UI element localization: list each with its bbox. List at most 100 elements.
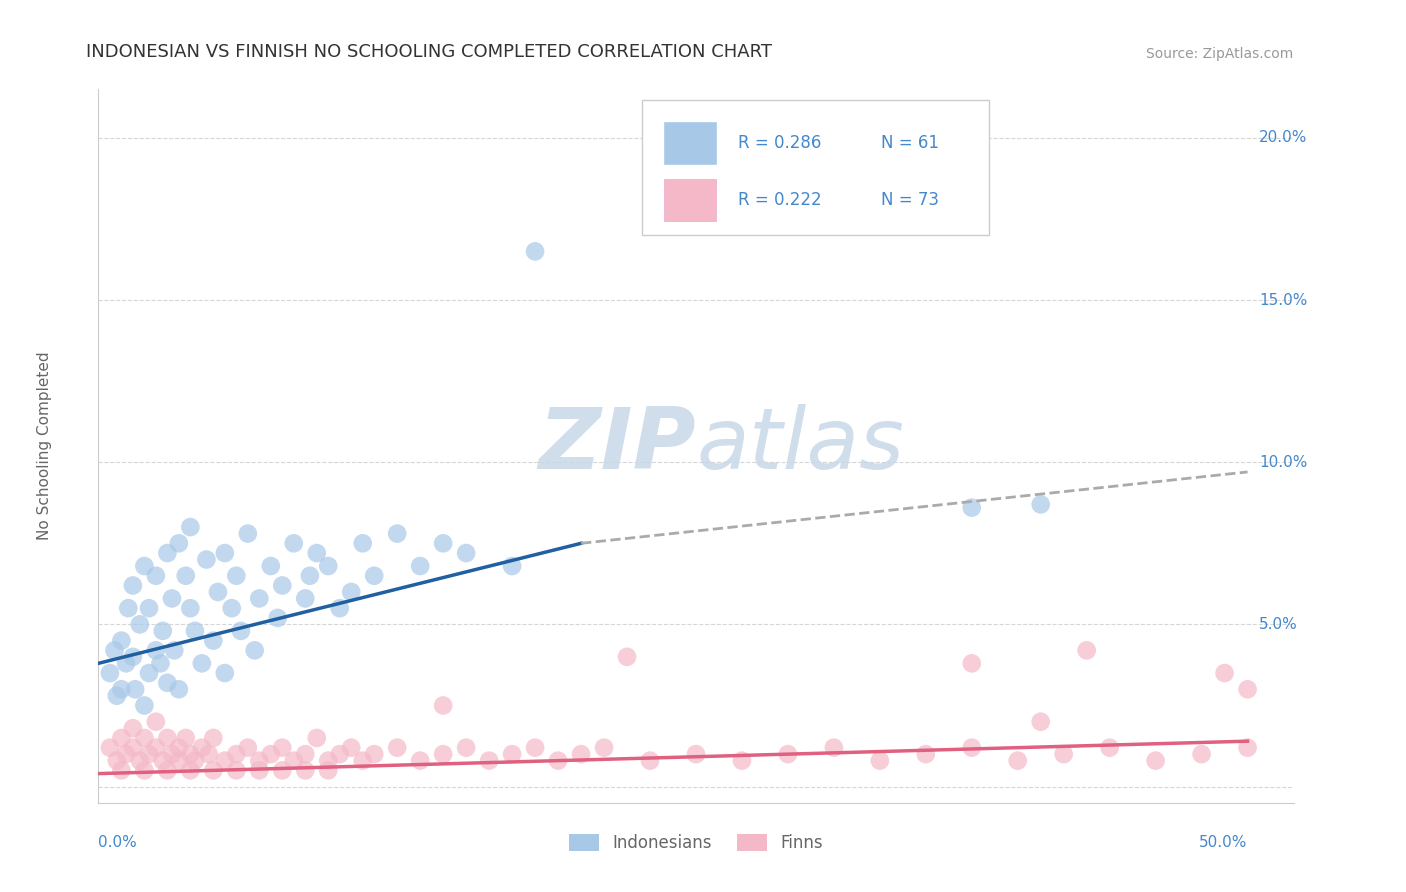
Point (271, 740, 294, 755)
Point (1007, 754, 1029, 768)
Point (156, 546, 179, 560)
Point (145, 643, 167, 657)
Point (823, 740, 845, 755)
Point (385, 740, 409, 755)
Point (456, 740, 478, 755)
Point (731, 754, 754, 768)
Point (197, 747, 219, 761)
Point (267, 611, 290, 625)
Point (138, 601, 160, 615)
Point (316, 764, 339, 778)
Point (960, 657, 983, 671)
Text: No Schooling Completed: No Schooling Completed (37, 351, 52, 541)
Point (134, 731, 156, 745)
Point (776, 747, 799, 761)
Point (329, 747, 352, 761)
Point (524, 244, 547, 259)
Point (174, 568, 197, 582)
Text: 15.0%: 15.0% (1258, 293, 1308, 308)
Point (117, 601, 139, 615)
Point (195, 552, 218, 566)
Text: INDONESIAN VS FINNISH NO SCHOOLING COMPLETED CORRELATION CHART: INDONESIAN VS FINNISH NO SCHOOLING COMPL… (87, 43, 772, 61)
Point (191, 657, 214, 671)
Point (214, 546, 236, 560)
Point (914, 747, 936, 761)
Point (179, 764, 201, 778)
Legend: Indonesians, Finns: Indonesians, Finns (562, 827, 830, 859)
Text: 5.0%: 5.0% (1258, 617, 1298, 632)
Point (152, 624, 174, 638)
Point (524, 740, 547, 755)
Point (105, 754, 128, 768)
Point (340, 585, 363, 599)
Point (1236, 740, 1258, 755)
Point (316, 559, 339, 574)
Point (305, 731, 328, 745)
Point (214, 754, 236, 768)
Point (138, 747, 160, 761)
Point (156, 675, 179, 690)
Point (124, 682, 146, 697)
Point (214, 666, 236, 681)
Point (1191, 747, 1213, 761)
Point (221, 601, 243, 615)
Point (184, 624, 207, 638)
Point (229, 624, 252, 638)
Point (409, 754, 432, 768)
Point (271, 764, 294, 778)
Point (225, 747, 247, 761)
Point (156, 764, 179, 778)
Point (202, 764, 225, 778)
Point (128, 617, 150, 632)
Point (547, 754, 569, 768)
Point (260, 747, 283, 761)
Point (432, 747, 454, 761)
Point (115, 657, 138, 671)
Point (202, 633, 225, 648)
Point (156, 731, 179, 745)
Point (271, 578, 294, 592)
Text: atlas: atlas (696, 404, 904, 488)
Point (122, 740, 145, 755)
Point (236, 740, 259, 755)
Point (283, 536, 305, 550)
Point (110, 633, 132, 648)
Point (294, 764, 316, 778)
Point (174, 731, 197, 745)
Point (167, 682, 190, 697)
Text: R = 0.286: R = 0.286 (738, 134, 821, 152)
Point (160, 591, 183, 606)
Point (247, 754, 270, 768)
Point (167, 740, 190, 755)
Point (1236, 682, 1258, 697)
Point (260, 559, 283, 574)
Point (616, 649, 638, 664)
Point (134, 764, 156, 778)
Point (352, 536, 374, 550)
Point (243, 643, 266, 657)
Point (283, 754, 305, 768)
Text: 20.0%: 20.0% (1258, 130, 1308, 145)
Point (145, 740, 167, 755)
Point (294, 591, 316, 606)
Point (305, 546, 328, 560)
FancyBboxPatch shape (643, 100, 988, 235)
Point (409, 559, 432, 574)
Point (167, 754, 190, 768)
Point (167, 536, 190, 550)
FancyBboxPatch shape (664, 121, 716, 164)
Point (501, 747, 523, 761)
Point (316, 754, 339, 768)
Point (869, 754, 891, 768)
Point (103, 643, 125, 657)
Text: R = 0.222: R = 0.222 (738, 191, 821, 209)
Point (1213, 666, 1236, 681)
Point (179, 601, 201, 615)
Point (247, 764, 270, 778)
Point (138, 666, 160, 681)
Point (298, 568, 321, 582)
Point (236, 526, 259, 541)
Point (225, 568, 247, 582)
Text: ZIP: ZIP (538, 404, 696, 488)
Point (960, 500, 983, 515)
